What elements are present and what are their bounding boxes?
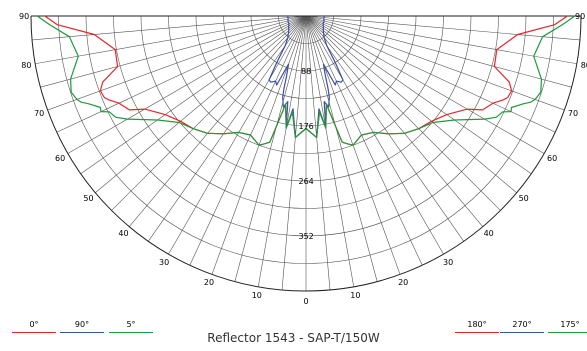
legend-item-90: 90° xyxy=(60,320,104,334)
chart-title: Reflector 1543 - SAP-T/150W xyxy=(207,331,380,345)
angle-tick-label: 40 xyxy=(118,229,129,239)
angle-tick-label: 90 xyxy=(19,11,30,21)
legend-item-175: 175° xyxy=(548,320,587,334)
angle-tick-label: 70 xyxy=(34,108,45,118)
angle-tick-label: 60 xyxy=(547,153,558,163)
angle-tick-label: 60 xyxy=(55,153,66,163)
series-line xyxy=(305,16,344,138)
legend-line xyxy=(109,332,153,333)
grid-ring xyxy=(140,15,472,182)
legend-label: 5° xyxy=(126,320,136,329)
angle-tick-label: 70 xyxy=(567,108,579,118)
legend-line xyxy=(500,332,544,333)
legend-item-0: 0° xyxy=(12,320,56,334)
legend-line xyxy=(455,332,499,333)
grid-ring xyxy=(223,15,389,99)
grid-ring xyxy=(113,15,499,209)
angle-tick-label: 80 xyxy=(580,60,587,70)
radial-tick-label: 176 xyxy=(298,121,314,131)
grid-ring xyxy=(168,15,444,154)
angle-tick-label: 10 xyxy=(251,291,262,301)
radial-tick-label: 264 xyxy=(298,176,314,186)
legend-item-270: 270° xyxy=(500,320,544,334)
angle-tick-label: 80 xyxy=(21,60,32,70)
angle-tick-label: 0 xyxy=(303,296,309,306)
angle-tick-label: 50 xyxy=(518,194,529,204)
grid-ring xyxy=(30,15,582,292)
grid-ring xyxy=(58,15,554,264)
angle-tick-label: 40 xyxy=(483,229,494,239)
series-line xyxy=(36,15,307,146)
legend-label: 175° xyxy=(560,320,580,329)
legend-label: 90° xyxy=(74,320,90,329)
legend-item-180: 180° xyxy=(455,320,499,334)
legend-line xyxy=(60,332,104,333)
series-line xyxy=(305,15,576,146)
legend-label: 270° xyxy=(512,320,532,329)
grid-ring xyxy=(278,15,334,44)
grid-ring xyxy=(195,15,417,127)
polar-grid xyxy=(30,15,582,292)
grid-ring xyxy=(250,15,362,72)
legend-line xyxy=(12,332,56,333)
angle-tick-label: 20 xyxy=(203,278,215,288)
angle-tick-label: 50 xyxy=(83,194,94,204)
radial-tick-label: 352 xyxy=(298,231,314,241)
angle-tick-label: 20 xyxy=(398,278,409,288)
grid-ring xyxy=(85,15,527,237)
legend-label: 180° xyxy=(467,320,487,329)
legend-label: 0° xyxy=(29,320,39,329)
series-line xyxy=(268,16,307,138)
angle-tick-label: 30 xyxy=(159,257,170,267)
angle-tick-label: 30 xyxy=(443,257,454,267)
legend-line xyxy=(548,332,587,333)
radial-tick-label: 88 xyxy=(301,66,312,76)
curves xyxy=(36,15,576,146)
angle-tick-label: 90 xyxy=(575,11,586,21)
legend-item-5: 5° xyxy=(109,320,153,334)
angle-tick-label: 10 xyxy=(350,291,361,301)
